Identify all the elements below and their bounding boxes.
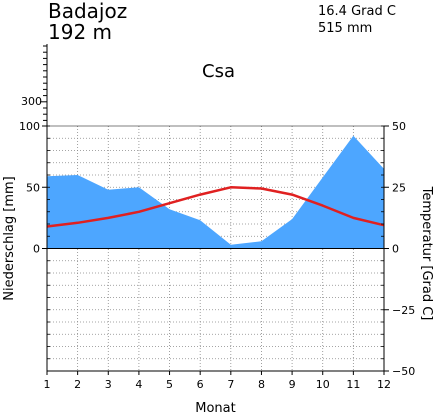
x-axis-tick-label: 12 — [377, 378, 391, 391]
x-axis-tick-label: 6 — [197, 378, 204, 391]
station-elevation: 192 m — [48, 20, 113, 44]
right-axis-tick-label: 0 — [392, 243, 399, 256]
precipitation-area — [47, 135, 384, 249]
upper-precip-axis — [40, 44, 48, 126]
x-axis-tick-label: 10 — [316, 378, 330, 391]
temperature-line — [46, 186, 385, 228]
plot-frame — [42, 125, 389, 375]
right-axis-tick-label: 50 — [392, 120, 406, 133]
data-marks — [46, 135, 385, 249]
x-axis-tick-label: 4 — [135, 378, 142, 391]
x-axis-tick-label: 2 — [74, 378, 81, 391]
right-axis-tick-label: −25 — [392, 304, 415, 317]
mean-temperature: 16.4 Grad C — [318, 4, 396, 19]
left-axis-title: Niederschlag [mm] — [2, 176, 17, 301]
x-axis-tick-label: 3 — [105, 378, 112, 391]
left-axis-tick-label: 50 — [26, 181, 40, 194]
x-axis-tick-label: 5 — [166, 378, 173, 391]
left-axis-tick-label: 100 — [19, 120, 40, 133]
climate-class: Csa — [202, 61, 235, 82]
left-axis-tick-label: 0 — [33, 243, 40, 256]
x-axis-title: Monat — [195, 401, 235, 416]
x-axis-tick-label: 11 — [346, 378, 360, 391]
annual-precipitation: 515 mm — [318, 21, 373, 36]
x-axis-tick-label: 9 — [289, 378, 296, 391]
right-axis-tick-label: −50 — [392, 365, 415, 378]
right-axis-tick-label: 25 — [392, 181, 406, 194]
upper-axis-label-300: 300 — [21, 95, 42, 108]
right-axis-title: Temperatur [Grad C] — [419, 186, 434, 321]
x-axis-tick-label: 7 — [227, 378, 234, 391]
x-axis-tick-label: 1 — [44, 378, 51, 391]
station-name: Badajoz — [48, 0, 128, 23]
x-axis-tick-label: 8 — [258, 378, 265, 391]
